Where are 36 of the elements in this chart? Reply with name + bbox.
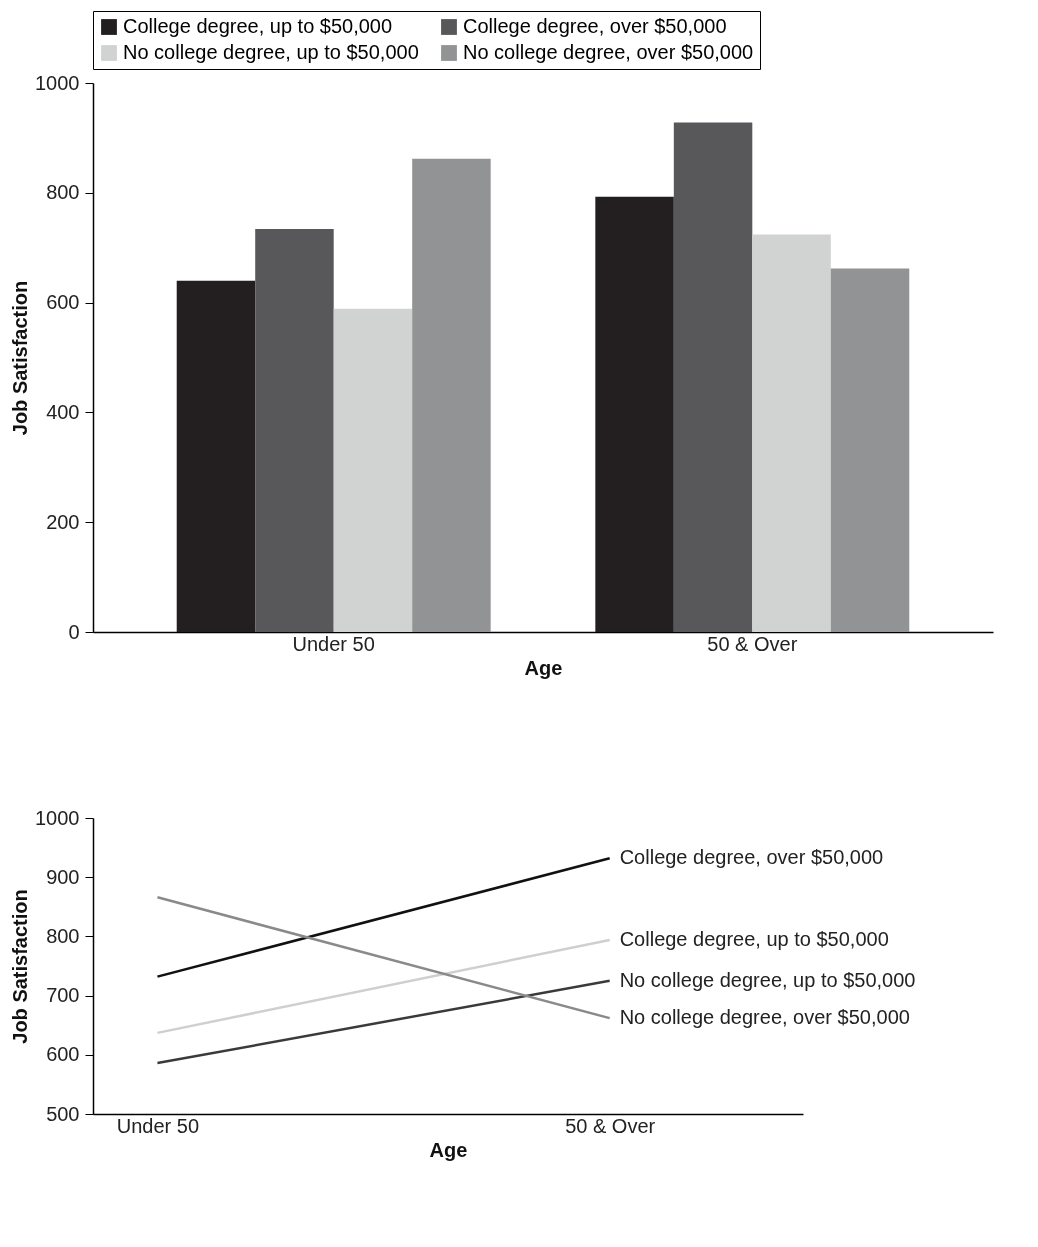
bar [255, 229, 334, 632]
series-label: No college degree, over $50,000 [619, 1006, 910, 1029]
legend-label: College degree, over $50,000 [463, 15, 727, 37]
bar [595, 196, 674, 632]
legend-label: No college degree, up to $50,000 [123, 41, 419, 63]
y-tick-label: 400 [46, 400, 80, 423]
series-label: No college degree, up to $50,000 [619, 968, 916, 991]
legend-label: College degree, up to $50,000 [123, 15, 393, 37]
series-label: College degree, up to $50,000 [619, 927, 889, 950]
bar [752, 234, 831, 632]
y-tick-label: 500 [46, 1102, 80, 1125]
y-tick-label: 1000 [35, 806, 80, 829]
bar [333, 308, 413, 632]
x-axis-title: Age [524, 656, 563, 679]
x-tick-label: Under 50 [292, 632, 375, 655]
y-tick-label: 700 [46, 984, 80, 1007]
y-tick-label: 600 [46, 291, 80, 314]
y-tick-label: 800 [46, 924, 80, 947]
legend-label: No college degree, over $50,000 [463, 41, 754, 63]
y-axis-title: Job Satisfaction [9, 280, 32, 436]
y-tick-label: 800 [46, 181, 80, 204]
bar [412, 158, 491, 632]
bar [673, 122, 753, 632]
y-tick-label: 0 [68, 620, 80, 643]
x-tick-label: 50 & Over [707, 632, 798, 655]
series-label: College degree, over $50,000 [619, 846, 884, 869]
x-tick-label: Under 50 [116, 1114, 200, 1137]
y-tick-label: 600 [46, 1043, 80, 1066]
bar [176, 280, 256, 632]
y-tick-label: 900 [46, 865, 80, 888]
x-tick-label: 50 & Over [565, 1114, 656, 1137]
y-tick-label: 1000 [35, 71, 80, 94]
y-tick-label: 200 [46, 510, 80, 533]
x-axis-title: Age [429, 1138, 468, 1161]
y-axis-title: Job Satisfaction [9, 889, 32, 1044]
bar [830, 268, 910, 632]
